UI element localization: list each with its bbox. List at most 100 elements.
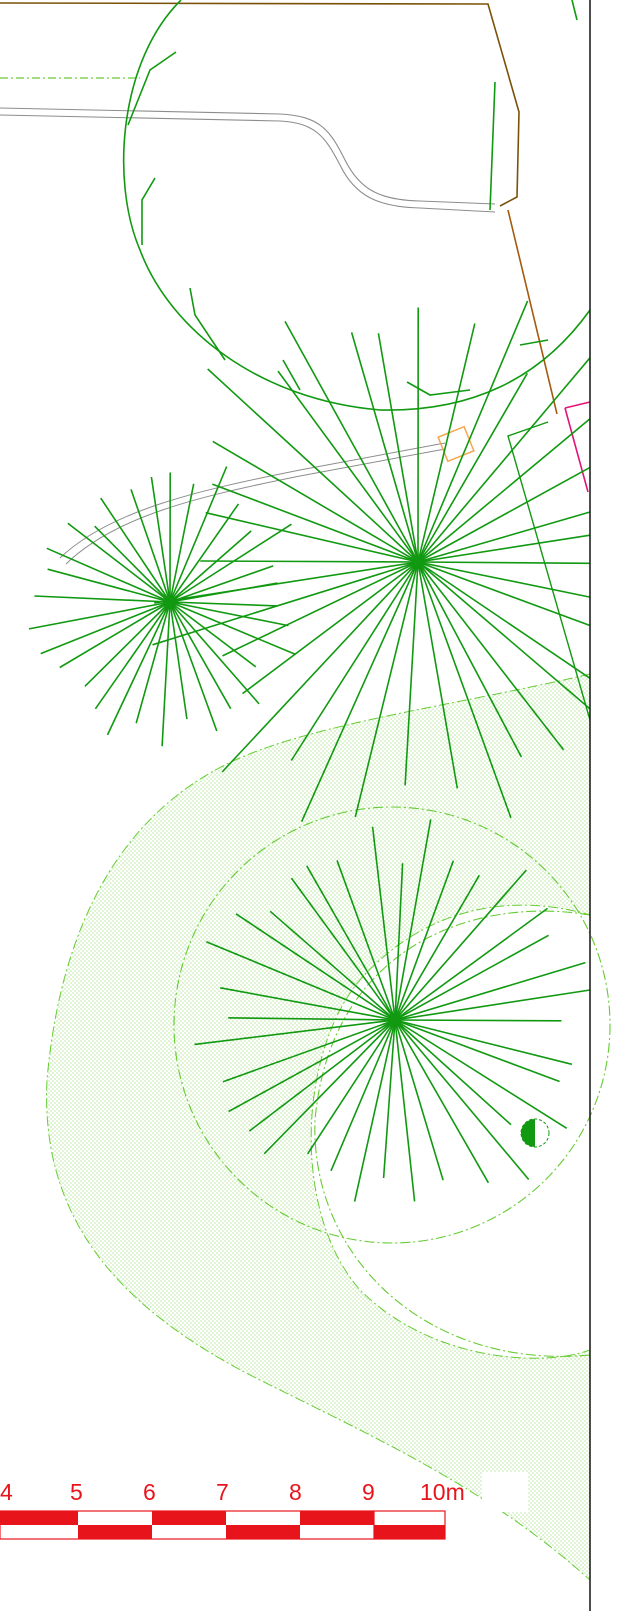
tree-ray [417, 323, 476, 563]
tree-ray [94, 525, 171, 603]
scale-label-6: 6 [143, 1479, 156, 1505]
tree-symbol [389, 1014, 401, 1026]
tree-ray [194, 1019, 396, 1046]
tree-ray [417, 561, 591, 679]
tree-ray [394, 1019, 530, 1181]
tree-ray [417, 372, 528, 563]
tree-ray [207, 368, 419, 563]
scale-label-9: 9 [362, 1479, 375, 1505]
tree-ray [169, 582, 278, 603]
tree-ray [34, 595, 171, 603]
tree-ray [169, 601, 260, 705]
tree-ray [417, 561, 512, 819]
tree-ray [220, 987, 396, 1021]
scale-label-4: 4 [0, 1479, 13, 1505]
tree-ray [40, 601, 171, 655]
tree-ray [394, 1019, 512, 1126]
tree-ray [169, 565, 274, 603]
tree-ray [306, 1019, 396, 1155]
tree-ray [417, 561, 565, 751]
tree-ray [417, 300, 529, 563]
green-outline-polygon [507, 421, 591, 721]
tree-ray [330, 1019, 396, 1172]
tree-ray [394, 1019, 568, 1129]
tree-symbol [412, 556, 424, 568]
tree-ray [106, 601, 171, 736]
tree-ray [46, 547, 171, 603]
tree-ray [169, 466, 228, 603]
tree-ray [135, 601, 171, 724]
tree-ray [205, 511, 419, 563]
tree-ray [394, 874, 480, 1021]
tree-ray [169, 601, 297, 656]
tree-ray [169, 601, 257, 668]
tree-ray [269, 910, 396, 1021]
tree-ray [394, 934, 549, 1021]
scale-label-8: 8 [289, 1479, 302, 1505]
tree-ray [212, 440, 419, 563]
tree-ray [417, 561, 591, 565]
scale-label-10m: 10m [420, 1479, 465, 1505]
tree-ray [417, 561, 459, 789]
tree-ray [169, 601, 188, 720]
scale-bar: 4 5 6 7 8 9 10m [0, 1479, 465, 1540]
tree-lower [194, 819, 591, 1202]
tree-ray [152, 561, 419, 646]
tree-ray [169, 601, 278, 607]
tree-ray [169, 530, 252, 603]
tree-ray [222, 1019, 396, 1083]
tree-ray [394, 1019, 490, 1184]
tree-ray [394, 869, 527, 1021]
tree-ray [130, 489, 171, 603]
tree-ray [235, 913, 396, 1021]
tree-ray [354, 561, 419, 818]
tree-ray [394, 860, 455, 1021]
tree-ray [212, 483, 419, 563]
tree-ray [417, 357, 591, 563]
tree-ray [59, 601, 171, 669]
tree-ray [394, 961, 586, 1021]
tree-ray [84, 601, 171, 687]
tree-ray [169, 601, 289, 627]
tree-left [28, 466, 297, 747]
tree-ray [336, 860, 396, 1021]
tree-ray [394, 989, 591, 1021]
magenta-outline [564, 401, 591, 493]
tree-ray [242, 561, 419, 695]
scale-label-5: 5 [70, 1479, 83, 1505]
planting-bed-hatched [46, 673, 591, 1582]
tree-ray [417, 534, 591, 563]
tree-ray [377, 333, 419, 563]
tree-ray [169, 503, 240, 603]
tree-ray [277, 370, 419, 563]
tree-ray [394, 1019, 562, 1022]
tree-ray [263, 1019, 396, 1155]
tree-ray [417, 466, 591, 563]
tree-ray [394, 819, 432, 1021]
tree-ray [94, 601, 171, 710]
tree-symbol [164, 596, 176, 608]
footpath-inner [0, 114, 496, 213]
canopy-outline-arc [314, 910, 591, 1357]
footpath-lower-inner [65, 448, 446, 565]
scale-label-7: 7 [216, 1479, 229, 1505]
tree-ray [290, 561, 419, 761]
tree-ray [417, 561, 591, 598]
tree-ray [417, 561, 591, 627]
tree-ray [200, 560, 419, 563]
tree-ray [300, 561, 419, 823]
tree-ray [417, 561, 523, 758]
tree-ray [169, 483, 195, 603]
tree-ray [284, 321, 419, 563]
tree-ray [350, 332, 419, 563]
tree-ray [417, 418, 591, 563]
canopy-outline-circle [173, 806, 611, 1244]
tree-ray [161, 601, 171, 747]
tree-ray [228, 1019, 396, 1113]
tree-ray [394, 1019, 560, 1083]
tree-ray [417, 511, 591, 563]
tree-ray [404, 561, 419, 786]
tree-ray [169, 523, 292, 603]
tree-ray [353, 1019, 396, 1202]
